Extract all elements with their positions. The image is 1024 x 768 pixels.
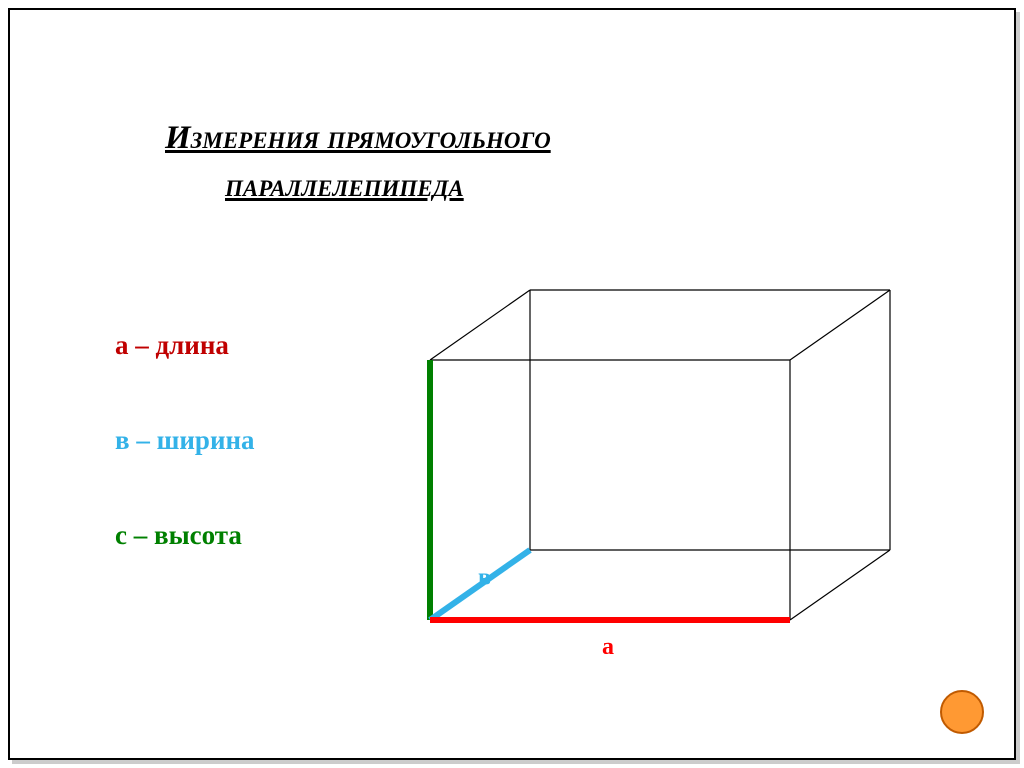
- slide-frame: Измерения прямоугольного параллелепипеда…: [8, 8, 1016, 760]
- legend-b: в – ширина: [115, 425, 255, 456]
- edge-label-b: в: [478, 565, 491, 591]
- title-line2: параллелепипеда: [165, 168, 464, 204]
- legend-a: а – длина: [115, 330, 229, 361]
- cuboid-diagram: авс: [380, 250, 940, 690]
- accent-dot-icon: [940, 690, 984, 734]
- slide-title: Измерения прямоугольного параллелепипеда: [165, 115, 865, 211]
- edge-label-a: а: [602, 634, 614, 660]
- legend-c: с – высота: [115, 520, 242, 551]
- title-line1: Измерения прямоугольного: [165, 120, 551, 156]
